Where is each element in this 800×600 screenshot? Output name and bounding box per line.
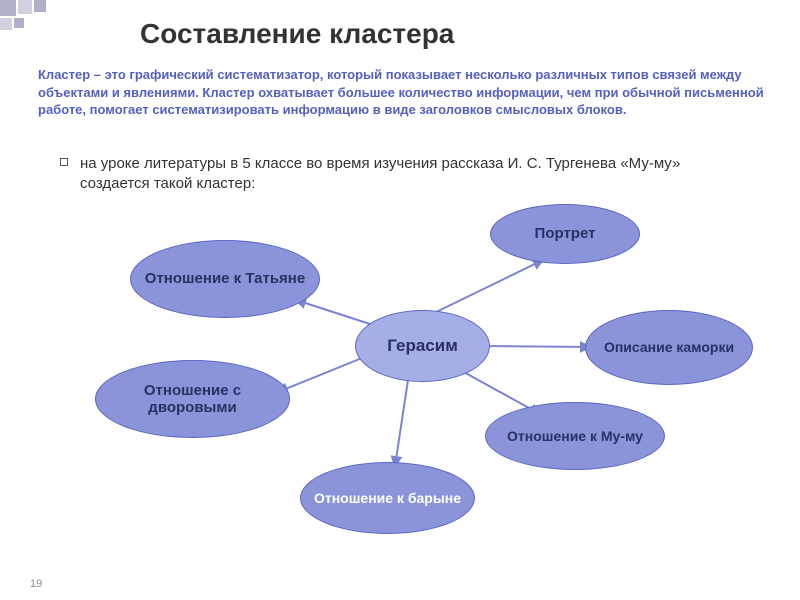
cluster-node: Портрет bbox=[490, 204, 640, 264]
cluster-node: Отношение с дворовыми bbox=[95, 360, 290, 438]
slide-title: Составление кластера bbox=[140, 18, 454, 50]
cluster-node: Герасим bbox=[355, 310, 490, 382]
cluster-node: Отношение к барыне bbox=[300, 462, 475, 534]
cluster-diagram: ГерасимПортрет Отношение к Татьяне Описани… bbox=[0, 200, 800, 560]
cluster-node: Отношение к Му-му bbox=[485, 402, 665, 470]
bullet-icon bbox=[60, 158, 68, 166]
cluster-node: Отношение к Татьяне bbox=[130, 240, 320, 318]
definition-text: Кластер – это графический систематизатор… bbox=[38, 66, 780, 119]
page-number: 19 bbox=[30, 578, 42, 590]
cluster-node: Описание каморки bbox=[585, 310, 753, 385]
subnote-text: на уроке литературы в 5 классе во время … bbox=[80, 154, 740, 193]
